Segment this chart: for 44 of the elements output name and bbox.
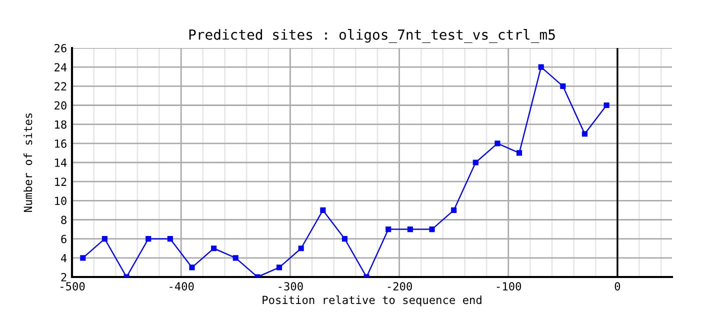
point — [211, 246, 217, 252]
point — [80, 255, 86, 261]
point — [342, 236, 348, 242]
x-tick-label: -100 — [496, 282, 522, 291]
x-tick-label: -500 — [60, 282, 85, 291]
point — [407, 226, 413, 232]
y-tick-label: 16 — [55, 139, 66, 148]
y-tick-label: 22 — [54, 82, 66, 90]
x-axis-title: Position relative to sequence end — [262, 295, 482, 306]
y-tick-label: 14 — [55, 158, 67, 167]
point — [538, 64, 544, 70]
y-tick-label: 26 — [54, 44, 66, 52]
x-tick-label: -200 — [388, 282, 412, 291]
point — [276, 264, 282, 270]
y-tick-label: 6 — [61, 234, 66, 244]
y-axis-title: Number of sites — [24, 113, 32, 212]
x-tick-label: 0 — [614, 282, 620, 291]
chart-title: Predicted sites : oligos_7nt_test_vs_ctrl_m5 — [189, 29, 555, 43]
y-tick-label: 2 — [61, 273, 66, 282]
y-tick-label: 8 — [61, 216, 66, 224]
point — [429, 226, 435, 232]
y-tick-label: 4 — [61, 254, 67, 262]
point — [167, 236, 173, 242]
y-tick-label: 20 — [54, 101, 66, 110]
point — [494, 140, 500, 146]
y-tick-label: 12 — [55, 178, 66, 186]
point — [516, 150, 522, 156]
x-tick-label: -300 — [278, 282, 303, 291]
point — [386, 226, 392, 232]
point — [102, 236, 108, 242]
y-tick-label: 24 — [54, 63, 67, 72]
point — [232, 255, 238, 261]
y-tick-label: 10 — [55, 196, 66, 206]
point — [472, 160, 478, 166]
x-tick-label: -400 — [170, 282, 194, 291]
point — [582, 131, 588, 137]
point — [189, 264, 195, 270]
point — [320, 207, 326, 213]
point — [146, 236, 152, 242]
y-tick-label: 18 — [55, 120, 66, 129]
point — [604, 102, 610, 108]
point — [451, 207, 457, 213]
point — [298, 246, 304, 252]
point — [560, 83, 566, 89]
